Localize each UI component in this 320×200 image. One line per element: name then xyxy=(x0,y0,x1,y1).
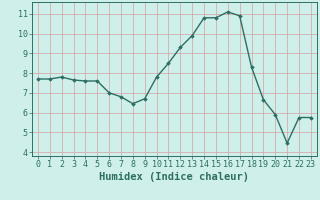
X-axis label: Humidex (Indice chaleur): Humidex (Indice chaleur) xyxy=(100,172,249,182)
